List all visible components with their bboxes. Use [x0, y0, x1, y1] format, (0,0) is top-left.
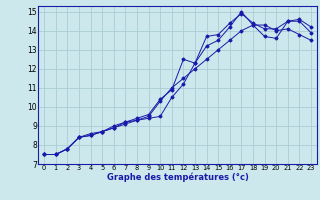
X-axis label: Graphe des températures (°c): Graphe des températures (°c)	[107, 173, 249, 182]
